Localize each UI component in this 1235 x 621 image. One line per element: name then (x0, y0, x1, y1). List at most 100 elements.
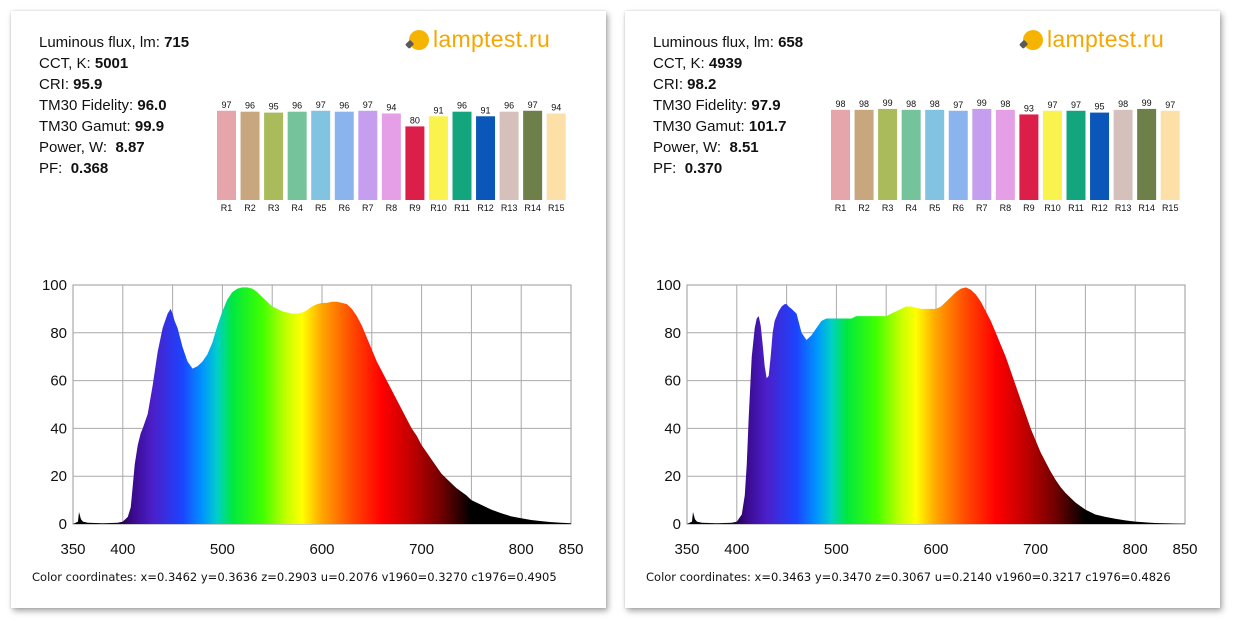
charts-svg: 97 R1 96 R2 95 R3 96 R4 97 R5 96 R6 97 R7 94 R8 80 R9 91 R1… (42, 100, 584, 558)
r-bar-R13 (1113, 109, 1133, 200)
r-category-label: R10 (430, 203, 447, 213)
r-bar-R9 (405, 126, 425, 200)
r-value-label: 98 (1118, 99, 1128, 109)
x-tick-label: 400 (110, 541, 135, 558)
right-panel: Luminous flux, lm: 658 CCT, K: 4939 CRI:… (625, 11, 1220, 608)
bulb-icon (405, 30, 429, 51)
r-category-label: R5 (315, 203, 327, 213)
r-value-label: 96 (245, 101, 255, 111)
brand-name: lamptest.ru (433, 26, 551, 52)
y-tick-label: 100 (656, 277, 681, 294)
r-value-label: 97 (363, 100, 373, 110)
x-tick-label: 350 (60, 541, 85, 558)
r-category-label: R5 (929, 203, 941, 213)
r-bar-R14 (1137, 108, 1157, 200)
stat-power: Power, W: 8.87 (39, 139, 145, 156)
stats-block: Luminous flux, lm: 658 CCT, K: 4939 CRI:… (653, 32, 803, 179)
r-value-label: 94 (386, 103, 396, 113)
r-category-label: R7 (976, 203, 988, 213)
r-bar-R5 (925, 109, 945, 200)
r-value-label: 97 (528, 100, 538, 110)
r-bar-R3 (878, 108, 898, 200)
r-category-label: R9 (409, 203, 421, 213)
r-category-label: R13 (501, 203, 518, 213)
r-bar-R12 (1090, 112, 1110, 200)
r-bar-R8 (995, 109, 1015, 200)
r-values-chart: 98 R1 98 R2 99 R3 98 R4 98 R5 97 R6 99 R7 98 R8 93 R9 97 R1… (831, 98, 1180, 213)
stat-tm30-gamut: TM30 Gamut: 101.7 (653, 118, 787, 135)
x-tick-label: 700 (1023, 541, 1048, 558)
stat-pf: PF: 0.370 (653, 160, 723, 177)
r-value-label: 97 (1047, 100, 1057, 110)
x-tick-label: 850 (1172, 541, 1197, 558)
stat-tm30-gamut: TM30 Gamut: 99.9 (39, 118, 165, 135)
r-value-label: 95 (1095, 102, 1105, 112)
r-category-label: R11 (1068, 203, 1084, 213)
r-bar-R3 (264, 112, 284, 200)
r-bar-R2 (854, 109, 874, 200)
bulb-icon (1019, 30, 1043, 51)
x-tick-label: 500 (824, 541, 849, 558)
charts-svg: 98 R1 98 R2 99 R3 98 R4 98 R5 97 R6 99 R7 98 R8 93 R9 97 R1… (656, 98, 1198, 558)
y-tick-label: 60 (664, 373, 681, 390)
y-tick-label: 20 (50, 468, 67, 485)
r-value-label: 96 (457, 101, 467, 111)
r-category-label: R15 (1162, 203, 1179, 213)
r-value-label: 98 (835, 99, 845, 109)
stat-cct: CCT, K: 4939 (653, 55, 743, 72)
r-value-label: 96 (504, 101, 514, 111)
r-bar-R9 (1019, 114, 1039, 200)
r-value-label: 99 (977, 98, 987, 108)
r-bar-R14 (523, 110, 543, 200)
stat-pf: PF: 0.368 (39, 160, 109, 177)
spectrum-chart: 0 20 40 60 80 100 350 400 500 600 700 800 850 (656, 277, 1198, 558)
r-bar-R12 (476, 116, 496, 200)
r-bar-R11 (1066, 110, 1086, 200)
x-tick-label: 400 (724, 541, 749, 558)
r-value-label: 99 (1142, 98, 1152, 108)
r-category-label: R3 (882, 203, 894, 213)
r-category-label: R9 (1023, 203, 1035, 213)
r-category-label: R14 (524, 203, 541, 213)
y-tick-label: 40 (50, 420, 67, 437)
r-bar-R1 (831, 109, 850, 200)
r-value-label: 98 (906, 99, 916, 109)
x-tick-label: 800 (509, 541, 534, 558)
r-value-label: 96 (339, 101, 349, 111)
r-category-label: R4 (291, 203, 303, 213)
r-values-chart: 97 R1 96 R2 95 R3 96 R4 97 R5 96 R6 97 R7 94 R8 80 R9 91 R1… (217, 100, 566, 213)
r-bar-R2 (240, 111, 260, 200)
spectrum-chart: 0 20 40 60 80 100 350 400 500 600 700 800 850 (42, 277, 584, 558)
r-bar-R10 (1042, 110, 1062, 200)
color-coordinates: Color coordinates: x=0.3462 y=0.3636 z=0… (32, 570, 557, 584)
r-bar-R10 (428, 116, 448, 200)
brand-name: lamptest.ru (1047, 26, 1165, 52)
r-value-label: 98 (859, 99, 869, 109)
stat-flux: Luminous flux, lm: 658 (653, 34, 804, 51)
x-tick-label: 350 (674, 541, 699, 558)
r-value-label: 98 (930, 99, 940, 109)
r-bar-R8 (381, 113, 401, 200)
r-bar-R7 (358, 110, 378, 200)
color-coordinates: Color coordinates: x=0.3463 y=0.3470 z=0… (646, 570, 1171, 584)
r-bar-R1 (217, 110, 236, 200)
x-tick-label: 600 (309, 541, 334, 558)
stat-tm30-fidelity: TM30 Fidelity: 97.9 (653, 97, 781, 114)
r-bar-R11 (452, 111, 472, 200)
y-tick-label: 40 (664, 420, 681, 437)
y-tick-label: 60 (50, 373, 67, 390)
y-tick-label: 80 (664, 325, 681, 342)
r-bar-R15 (1160, 110, 1180, 200)
r-value-label: 97 (1165, 100, 1175, 110)
stat-cri: CRI: 98.2 (653, 76, 717, 93)
r-value-label: 91 (433, 105, 443, 115)
r-value-label: 96 (292, 101, 302, 111)
spectrum-area (687, 287, 1185, 524)
r-bar-R5 (311, 110, 331, 200)
stat-cct: CCT, K: 5001 (39, 55, 129, 72)
y-tick-label: 0 (59, 516, 67, 533)
r-value-label: 91 (481, 105, 491, 115)
x-tick-label: 700 (409, 541, 434, 558)
r-category-label: R13 (1115, 203, 1132, 213)
y-tick-label: 80 (50, 325, 67, 342)
